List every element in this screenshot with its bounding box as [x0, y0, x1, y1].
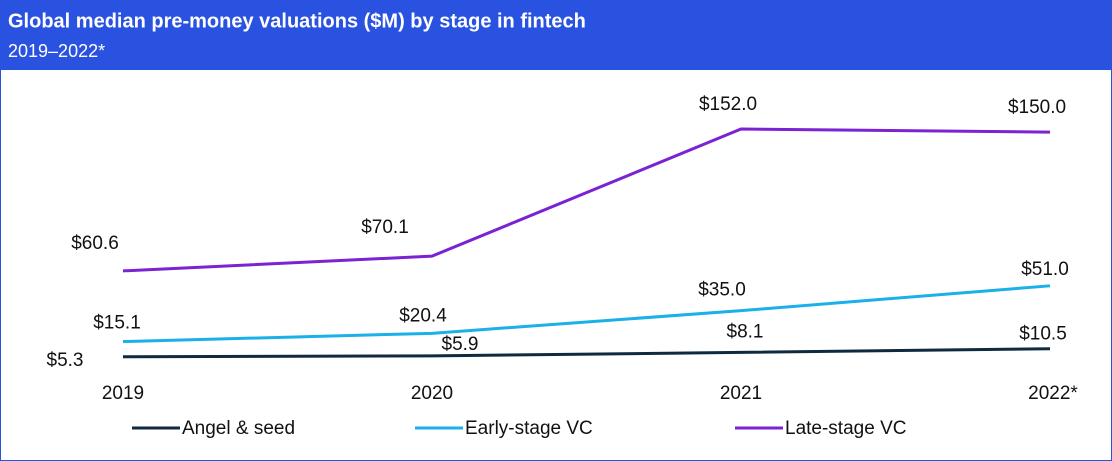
data-label: $15.1 — [93, 313, 141, 334]
data-label: $35.0 — [698, 280, 746, 301]
line-series — [122, 127, 1051, 273]
x-tick-label: 2020 — [411, 383, 453, 404]
data-label: $60.6 — [71, 233, 119, 254]
legend-label: Angel & seed — [182, 418, 295, 439]
data-label: $10.5 — [1019, 324, 1067, 345]
data-label: $5.3 — [47, 350, 84, 371]
chart-title: Global median pre-money valuations ($M) … — [8, 10, 586, 32]
legend-label: Late-stage VC — [785, 418, 906, 439]
data-label: $5.9 — [442, 334, 479, 355]
line-series — [122, 347, 1051, 359]
x-tick-label: 2022* — [1028, 383, 1078, 404]
header — [0, 0, 1112, 70]
x-tick-label: 2021 — [720, 383, 762, 404]
chart-subtitle: 2019–2022* — [8, 41, 105, 61]
data-label: $150.0 — [1008, 97, 1066, 118]
x-tick-label: 2019 — [102, 383, 144, 404]
data-label: $8.1 — [727, 321, 764, 342]
legend-label: Early-stage VC — [465, 418, 593, 439]
data-label: $152.0 — [699, 94, 757, 115]
data-label: $70.1 — [361, 217, 409, 238]
data-label: $20.4 — [399, 305, 447, 326]
line-series — [122, 284, 1051, 344]
data-label: $51.0 — [1021, 259, 1069, 280]
